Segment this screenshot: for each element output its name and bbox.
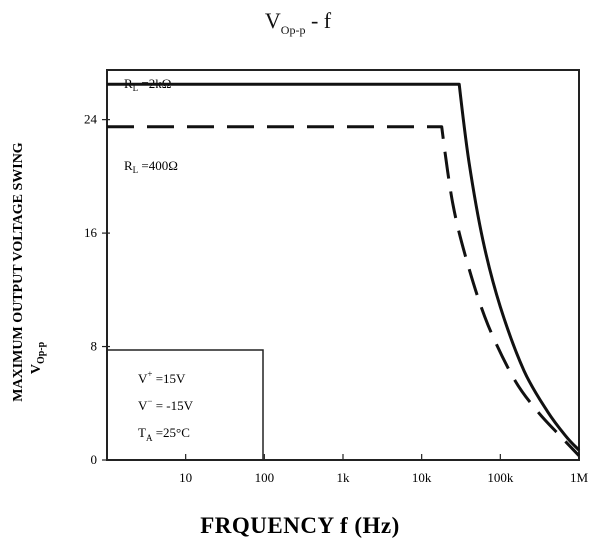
conditions-box (106, 349, 264, 461)
y-axis-label-symbol: VOp-p (29, 341, 47, 374)
series-label-400-tail: =400Ω (138, 158, 178, 173)
condition-temperature: TA =25°C (138, 425, 190, 443)
condition-vminus-main: V (138, 398, 148, 413)
y-axis-label-symbol-sub: Op-p (36, 341, 47, 364)
axis-ticks: 10 100 1k 10k 100k 1M 0 8 16 24 (84, 112, 588, 485)
y-axis-label: MAXIMUM OUTPUT VOLTAGE SWING (11, 142, 26, 402)
series-label-400-main: R (124, 158, 133, 173)
condition-vplus-tail: =15V (152, 371, 186, 386)
y-tick-label: 16 (84, 225, 98, 240)
x-axis-label: FRQUENCY f (Hz) (200, 513, 400, 538)
series-label-400-sub: L (133, 165, 139, 175)
series-line-rl-2k (107, 82, 581, 452)
x-tick-label: 10k (412, 470, 432, 485)
condition-temperature-sub: A (146, 433, 153, 443)
chart-title-tail: - f (305, 8, 331, 33)
condition-temperature-tail: =25°C (152, 425, 189, 440)
condition-vminus: V− = -15V (138, 396, 194, 413)
y-tick-label: 0 (91, 452, 98, 467)
chart-title-subscript: Op-p (281, 23, 306, 37)
chart-title: VOp-p - f (265, 8, 332, 37)
series-lines (107, 82, 581, 457)
chart-title-main: V (265, 8, 281, 33)
condition-vplus: V+ =15V (138, 369, 186, 386)
condition-vplus-sup: + (147, 369, 152, 379)
condition-vminus-sup: − (147, 396, 152, 406)
series-label-400: RL =400Ω (124, 158, 178, 175)
y-tick-label: 24 (84, 112, 98, 127)
x-tick-label: 100 (255, 470, 275, 485)
x-tick-label: 10 (179, 470, 192, 485)
y-axis-label-symbol-main: V (29, 364, 44, 374)
x-tick-label: 100k (487, 470, 514, 485)
condition-temperature-main: T (138, 425, 146, 440)
x-tick-label: 1M (570, 470, 589, 485)
series-line-rl-400 (107, 125, 581, 457)
y-tick-label: 8 (91, 339, 98, 354)
condition-vplus-main: V (138, 371, 148, 386)
series-label-2k-sub: L (133, 83, 139, 93)
x-tick-label: 1k (337, 470, 351, 485)
condition-vminus-tail: = -15V (152, 398, 193, 413)
